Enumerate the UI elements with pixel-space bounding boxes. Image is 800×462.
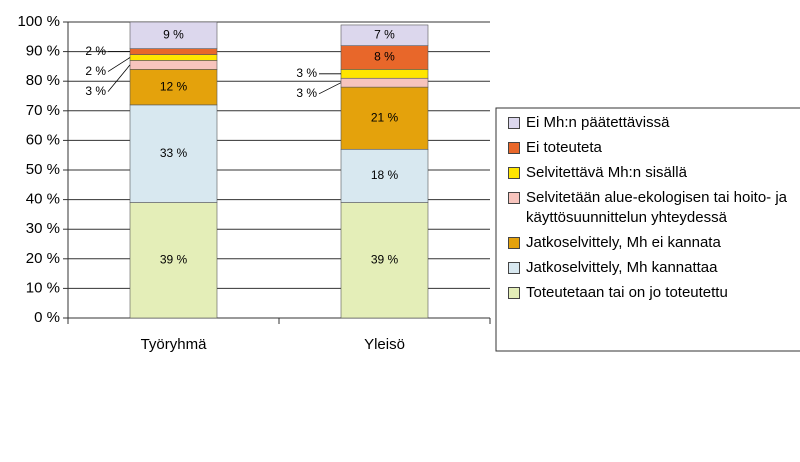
value-label: 3 % [296, 66, 317, 80]
value-label: 3 % [85, 84, 106, 98]
value-label: 18 % [371, 168, 399, 182]
legend-swatch [508, 192, 520, 204]
leader-line [318, 82, 342, 95]
y-tick-label: 100 % [17, 13, 60, 30]
value-label: 21 % [371, 110, 399, 124]
legend-swatch [508, 117, 520, 129]
value-label: 7 % [374, 27, 395, 41]
bar-segment [340, 86, 429, 150]
leader-line [107, 64, 131, 92]
x-tick-label: Työryhmä [141, 336, 208, 353]
y-tick-label: 70 % [26, 102, 60, 119]
legend-label: Selvitettävä Mh:n sisällä [526, 164, 687, 181]
legend-label: Selvitetään alue-ekologisen tai hoito- j… [526, 189, 787, 226]
y-tick-label: 90 % [26, 43, 60, 60]
legend-item: Toteutetaan tai on jo toteutettu [508, 283, 800, 303]
bar-segment [129, 104, 218, 203]
bar-segment [340, 24, 429, 46]
legend-item: Jatkoselvittely, Mh kannattaa [508, 258, 800, 278]
legend-label: Jatkoselvittely, Mh ei kannata [526, 234, 721, 251]
value-label: 39 % [371, 252, 399, 266]
legend-label: Toteutetaan tai on jo toteutettu [526, 284, 728, 301]
legend-swatch [508, 287, 520, 299]
bar-segment [129, 60, 218, 70]
y-tick-label: 30 % [26, 220, 60, 237]
bar-segment [129, 69, 218, 106]
value-label: 33 % [160, 146, 188, 160]
value-label: 9 % [163, 27, 184, 41]
value-label: 8 % [374, 50, 395, 64]
y-tick-label: 80 % [26, 72, 60, 89]
legend-swatch [508, 167, 520, 179]
legend-label: Jatkoselvittely, Mh kannattaa [526, 259, 718, 276]
bar-segment [340, 69, 429, 79]
value-label: 12 % [160, 79, 188, 93]
legend-box [495, 107, 800, 352]
bar-segment [340, 77, 429, 88]
bar-segment [129, 21, 218, 49]
bar-segment [129, 48, 218, 55]
legend-item: Ei Mh:n päätettävissä [508, 113, 800, 133]
legend-swatch [508, 142, 520, 154]
y-tick-label: 40 % [26, 191, 60, 208]
legend-swatch [508, 262, 520, 274]
y-tick-label: 10 % [26, 279, 60, 296]
bar-segment [340, 148, 429, 203]
y-tick-label: 50 % [26, 161, 60, 178]
y-tick-label: 20 % [26, 250, 60, 267]
legend-item: Selvitetään alue-ekologisen tai hoito- j… [508, 188, 800, 228]
legend-swatch [508, 237, 520, 249]
y-tick-label: 0 % [34, 309, 60, 326]
value-label: 39 % [160, 252, 188, 266]
value-label: 3 % [296, 86, 317, 100]
y-tick-label: 60 % [26, 131, 60, 148]
x-tick-label: Yleisö [364, 336, 405, 353]
value-label: 2 % [85, 64, 106, 78]
bar-segment [340, 202, 429, 319]
legend-list: Ei Mh:n päätettävissä Ei toteuteta Selvite… [508, 113, 800, 303]
bar-segment [129, 202, 218, 319]
legend-label: Ei toteuteta [526, 139, 602, 156]
legend-item: Jatkoselvittely, Mh ei kannata [508, 233, 800, 253]
legend: Ei Mh:n päätettävissä Ei toteuteta Selvite… [508, 113, 800, 303]
legend-label: Ei Mh:n päätettävissä [526, 114, 670, 131]
value-label: 2 % [85, 44, 106, 58]
legend-item: Ei toteuteta [508, 138, 800, 158]
leader-line [107, 57, 131, 72]
bar-segment [129, 54, 218, 61]
legend-item: Selvitettävä Mh:n sisällä [508, 163, 800, 183]
